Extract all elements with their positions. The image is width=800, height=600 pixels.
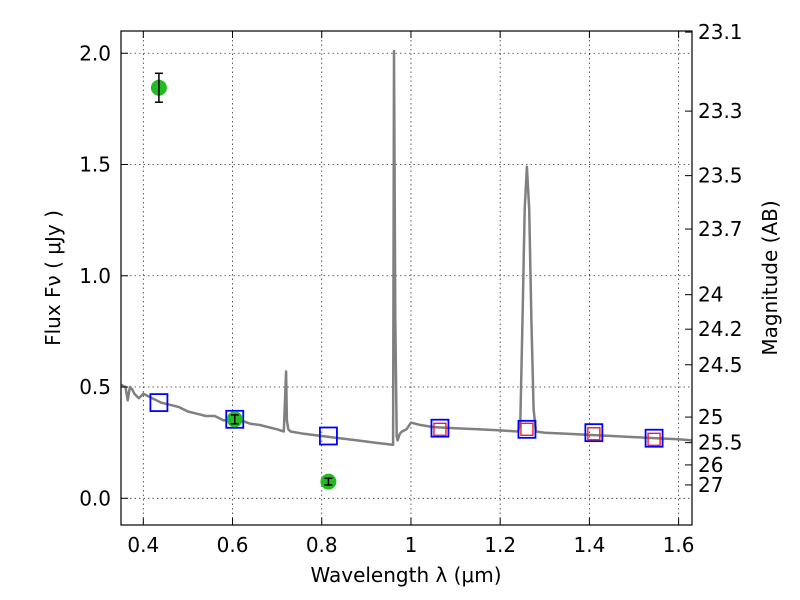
axis-ticks [121,31,692,525]
tick-labels: 0.4 0.6 0.8 1 1.2 1.4 1.6 0.0 0.5 1.0 1.5 2.0 23.1 23… [79,20,742,557]
right-tick-label: 24 [698,283,723,307]
right-tick-label: 25.5 [698,431,743,455]
right-tick-label: 24.5 [698,353,743,377]
x-tick-label: 0.8 [306,533,338,557]
x-tick-label: 1.2 [484,533,516,557]
right-tick-label: 27 [698,473,723,497]
x-tick-label: 1.4 [573,533,605,557]
right-tick-label: 23.5 [698,164,743,188]
model-square-marker [319,426,338,446]
x-tick-label: 0.4 [127,533,159,557]
right-axis-title: Magnitude (AB) [758,200,782,355]
y-tick-label: 0.0 [79,486,111,510]
model-square-marker [149,393,169,413]
model-square-marker [517,419,537,439]
observed-square-marker [587,427,601,441]
right-tick-label: 24.2 [698,317,743,341]
y-tick-label: 2.0 [79,41,111,65]
y-tick-label: 1.5 [79,153,111,177]
grid [121,31,692,525]
model-square-marker [430,418,450,438]
right-tick-label: 23.1 [698,20,743,44]
x-tick-label: 1.6 [663,533,695,557]
y-axis-title: Flux Fν ( μJy ) [41,210,65,346]
plot-frame [120,30,693,526]
x-tick-label: 1 [405,533,418,557]
model-square-marker [644,428,664,448]
observed-square-marker [647,432,661,447]
y-tick-label: 0.5 [79,375,111,399]
observed-square-marker [433,422,447,437]
plot-area [121,49,692,490]
model-square-marker [225,409,245,429]
spectrum-line [121,49,692,447]
model-square-marker [584,423,604,443]
y-tick-label: 1.0 [79,264,111,288]
observed-square-marker [520,422,534,437]
right-tick-label: 25 [698,405,723,429]
right-tick-label: 26 [698,453,723,477]
x-tick-label: 0.6 [217,533,249,557]
right-tick-label: 23.7 [698,217,743,241]
x-axis-title: Wavelength λ (μm) [310,563,501,587]
right-tick-label: 23.3 [698,99,743,123]
